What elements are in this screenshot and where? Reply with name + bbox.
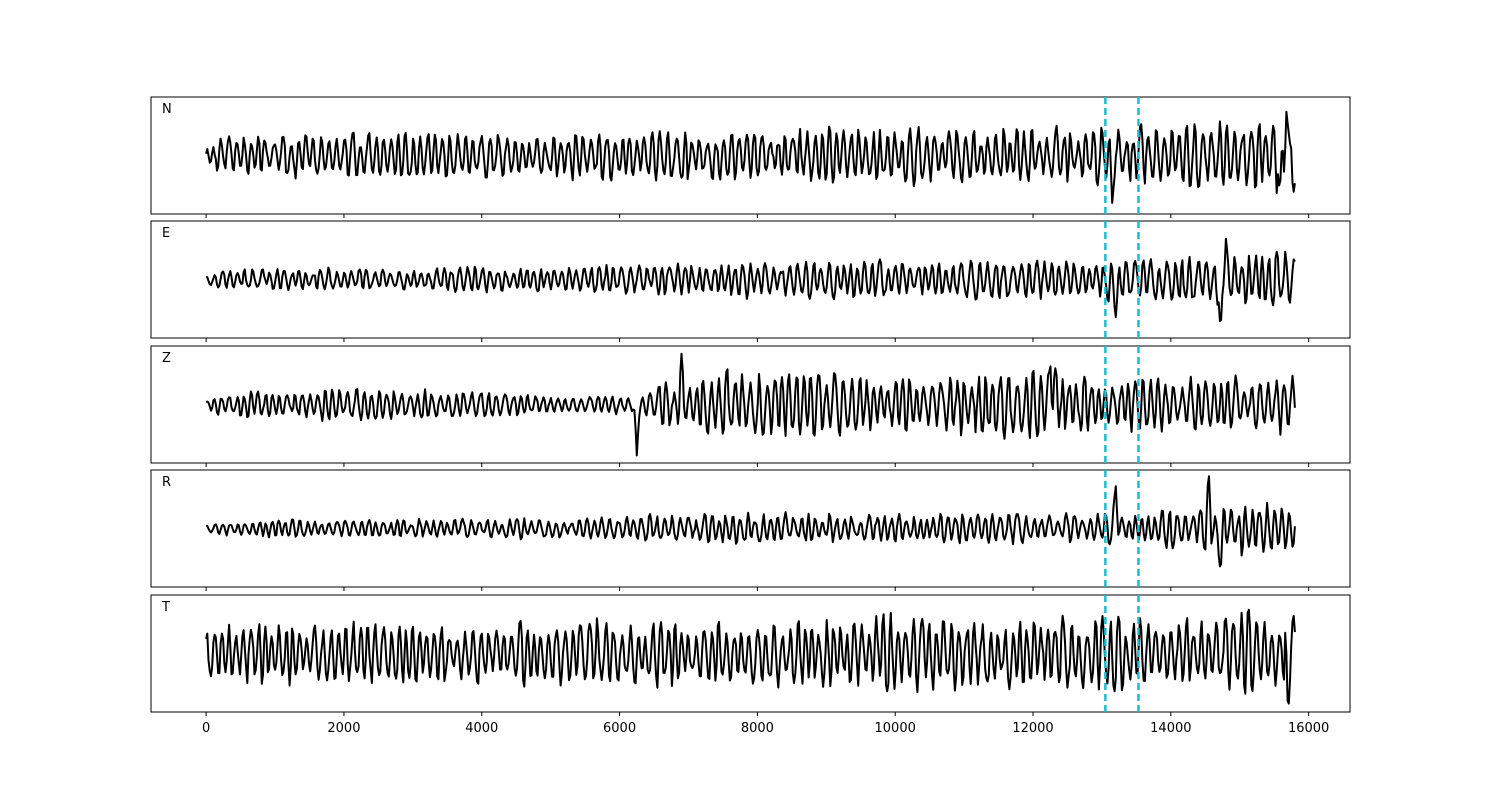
x-tick-label: 12000 <box>1012 721 1053 736</box>
x-tick-label: 16000 <box>1288 721 1329 736</box>
panel-frame <box>150 345 1351 464</box>
x-tick-label: 14000 <box>1150 721 1191 736</box>
x-tick-label: 0 <box>202 721 210 736</box>
panel-n: N <box>150 96 1351 218</box>
channel-label-n: N <box>162 102 172 117</box>
waveform-line-r <box>206 475 1296 568</box>
x-tick-label: 10000 <box>875 721 916 736</box>
waveform-line-e <box>205 237 1296 322</box>
channel-panels: N E Z R T <box>150 96 1351 716</box>
x-tick-label: 6000 <box>603 721 636 736</box>
x-axis: 0 2000 4000 6000 8000 10000 12000 14000 16000 <box>202 721 1329 736</box>
waveform-line-z <box>205 352 1296 457</box>
panel-t: T <box>150 594 1351 716</box>
waveform-line-n <box>205 110 1296 204</box>
channel-label-e: E <box>162 226 170 241</box>
channel-label-r: R <box>162 475 171 490</box>
channel-label-t: T <box>161 600 170 615</box>
x-tick-label: 2000 <box>327 721 360 736</box>
channel-label-z: Z <box>162 351 171 366</box>
panel-z: Z <box>150 345 1351 467</box>
waveform-line-t <box>205 608 1296 705</box>
panel-frame <box>150 220 1351 339</box>
x-tick-label: 4000 <box>465 721 498 736</box>
panel-r: R <box>150 469 1351 591</box>
panel-e: E <box>150 220 1351 342</box>
x-tick-label: 8000 <box>741 721 774 736</box>
